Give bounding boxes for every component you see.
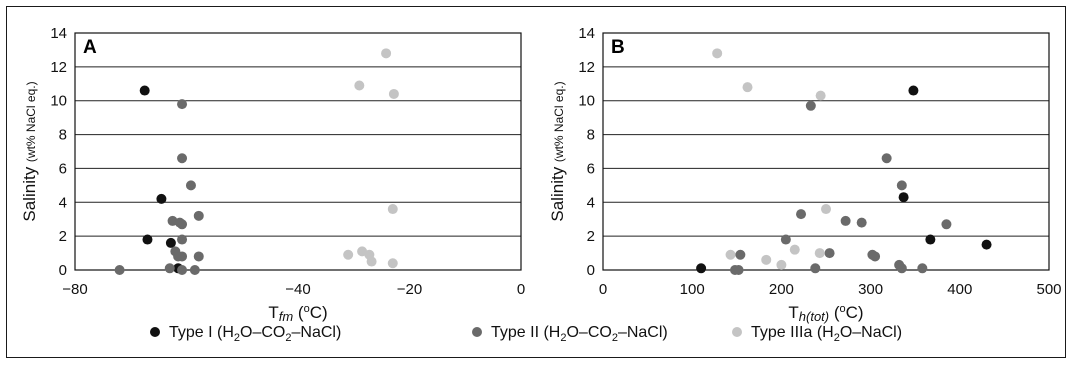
data-point-type1 <box>165 237 176 248</box>
data-point-type2 <box>896 180 907 191</box>
data-point-type2 <box>805 100 816 111</box>
data-point-type2 <box>177 219 188 230</box>
y-tick-label: 6 <box>59 160 67 177</box>
data-point-type3 <box>814 248 825 259</box>
data-point-type3 <box>381 48 392 59</box>
panel-a: 0 2 4 6 8 10 12 14 −80 −40 −20 0 A Tfm (oC) Salinity (… <box>20 25 525 324</box>
data-point-type3 <box>388 88 399 99</box>
data-point-type3 <box>742 82 753 93</box>
data-point-type2 <box>164 263 175 274</box>
y-tick-label: 6 <box>587 160 595 177</box>
data-point-type2 <box>796 209 807 220</box>
data-point-type2 <box>185 180 196 191</box>
y-tick-label: 2 <box>59 228 67 245</box>
data-point-type1 <box>696 263 707 274</box>
x-tick-label: 100 <box>680 281 705 298</box>
data-point-type1 <box>908 85 919 96</box>
legend-marker-type3 <box>732 327 742 337</box>
x-axis-label: Th(tot) (oC) <box>788 303 863 324</box>
y-tick-label: 0 <box>59 262 67 279</box>
data-point-type3 <box>354 80 365 91</box>
data-point-type3 <box>343 249 354 260</box>
data-point-type2 <box>824 248 835 259</box>
x-tick-label: 500 <box>1036 281 1061 298</box>
data-point-type2 <box>177 251 188 262</box>
data-point-type3 <box>366 256 377 267</box>
y-tick-label: 8 <box>587 127 595 144</box>
data-point-type3 <box>776 259 787 270</box>
data-point-type2 <box>114 265 125 275</box>
x-axis-label: Tfm (oC) <box>268 303 327 324</box>
data-point-type2 <box>917 263 928 274</box>
data-point-type2 <box>730 265 741 275</box>
data-point-type2 <box>193 251 204 262</box>
data-point-type2 <box>735 249 746 260</box>
data-point-type1 <box>156 193 167 204</box>
y-tick-label: 4 <box>59 194 67 211</box>
y-tick-label: 10 <box>50 93 67 110</box>
legend-label-type2: Type II (H2O–CO2–NaCl) <box>491 324 668 344</box>
data-point-type3 <box>821 204 831 215</box>
legend-marker-type1 <box>150 327 160 337</box>
data-point-type1 <box>925 234 936 245</box>
legend-label-type3: Type IIIa (H2O–NaCl) <box>751 324 902 344</box>
panel-letter: B <box>611 37 625 58</box>
data-point-type1 <box>898 192 909 203</box>
y-tick-label: 2 <box>587 228 595 245</box>
x-tick-label: 0 <box>517 281 525 298</box>
y-tick-label: 8 <box>59 127 67 144</box>
y-tick-label: 12 <box>578 59 595 76</box>
data-point-type2 <box>177 99 188 110</box>
legend-marker-type2 <box>472 327 482 337</box>
data-point-type2 <box>177 234 188 245</box>
data-point-type2 <box>881 153 892 164</box>
x-tick-label: 400 <box>947 281 972 298</box>
x-tick-label: 200 <box>769 281 794 298</box>
figure-frame: 0 2 4 6 8 10 12 14 −80 −40 −20 0 A Tfm (oC) Salinity (… <box>6 6 1066 358</box>
y-axis-label: Salinity (wt% NaCl eq.) <box>548 81 567 221</box>
x-tick-label: −40 <box>285 281 310 298</box>
data-point-type1 <box>139 85 150 96</box>
data-point-type2 <box>870 251 881 262</box>
data-point-type2 <box>193 210 204 221</box>
data-point-type2 <box>189 265 200 275</box>
x-tick-label: 300 <box>858 281 883 298</box>
data-point-type2 <box>810 263 821 274</box>
data-point-type2 <box>856 217 867 228</box>
data-point-type2 <box>780 234 791 245</box>
data-point-type3 <box>387 258 398 269</box>
y-tick-label: 12 <box>50 59 67 76</box>
plot-frame <box>602 32 1050 271</box>
y-axis-label: Salinity (wt% NaCl eq.) <box>20 81 39 221</box>
y-tick-label: 4 <box>587 194 595 211</box>
data-point-type3 <box>789 244 800 255</box>
y-tick-label: 0 <box>587 262 595 279</box>
data-point-type2 <box>177 265 188 275</box>
data-point-type2 <box>177 153 188 164</box>
y-tick-label: 14 <box>50 25 67 42</box>
data-point-type3 <box>387 204 398 215</box>
data-point-type2 <box>840 215 851 226</box>
data-point-type3 <box>815 90 826 101</box>
panel-b: 0 2 4 6 8 10 12 14 0 100 200 300 400 500 B Th(tot) (oC)… <box>548 25 1062 324</box>
legend-label-type1: Type I (H2O–CO2–NaCl) <box>169 324 341 344</box>
x-tick-label: −20 <box>397 281 422 298</box>
x-tick-label: 0 <box>599 281 607 298</box>
legend: Type I (H2O–CO2–NaCl) Type II (H2O–CO2–Na… <box>150 324 902 344</box>
data-point-type3 <box>712 48 723 59</box>
panel-letter: A <box>83 37 97 58</box>
data-point-type1 <box>981 239 992 250</box>
data-point-type3 <box>761 254 772 265</box>
y-tick-label: 10 <box>578 93 595 110</box>
x-tick-label: −80 <box>62 281 87 298</box>
data-point-type2 <box>941 219 952 230</box>
chart-svg: 0 2 4 6 8 10 12 14 −80 −40 −20 0 A Tfm (oC) Salinity (… <box>20 25 1062 344</box>
data-point-type1 <box>142 234 153 245</box>
y-tick-label: 14 <box>578 25 595 42</box>
plot-frame <box>74 32 522 271</box>
data-point-type3 <box>725 249 736 260</box>
data-point-type2 <box>896 263 907 274</box>
